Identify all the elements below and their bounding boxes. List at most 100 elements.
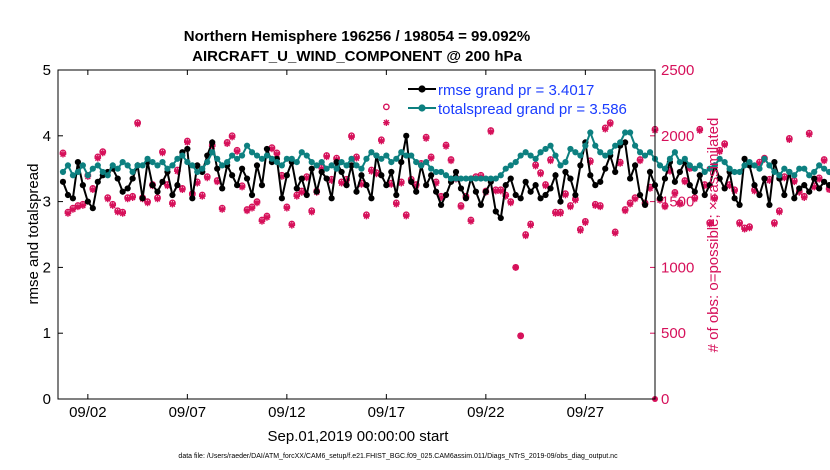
rmse-point <box>89 205 96 212</box>
assimilated-obs-point <box>99 149 107 157</box>
totalspread-point <box>84 172 91 179</box>
totalspread-point <box>283 155 290 162</box>
assimilated-obs-point <box>795 189 803 196</box>
assimilated-obs-point <box>94 154 102 162</box>
rmse-point <box>393 191 400 199</box>
totalspread-point <box>398 149 405 156</box>
assimilated-obs-point <box>442 143 450 150</box>
rmse-point <box>791 195 798 202</box>
assimilated-obs-point <box>273 150 281 158</box>
left-y-axis: 0 1 2 3 4 5 <box>43 62 63 408</box>
rmse-point <box>363 182 370 189</box>
rmse-point <box>532 182 539 189</box>
left-y-tick-label: 0 <box>43 391 51 408</box>
totalspread-point <box>408 152 415 159</box>
assimilated-obs-point <box>512 264 519 271</box>
totalspread-point <box>582 142 589 149</box>
rmse-point <box>542 191 549 199</box>
totalspread-point <box>726 165 733 172</box>
rmse-point <box>587 172 594 179</box>
assimilated-obs-point <box>368 168 375 175</box>
totalspread-point <box>229 152 236 159</box>
totalspread-point <box>676 159 683 166</box>
rmse-point <box>79 182 86 189</box>
totalspread-point <box>617 139 624 146</box>
rmse-point <box>433 188 440 195</box>
assimilated-obs-point <box>248 204 256 212</box>
assimilated-obs-point <box>278 173 286 180</box>
assimilated-obs-point <box>537 170 544 178</box>
series-totalspread <box>59 129 830 182</box>
assimilated-obs-point <box>457 203 465 211</box>
rmse-point <box>627 175 634 182</box>
assimilated-obs-point <box>288 221 296 229</box>
totalspread-point <box>134 162 141 169</box>
assimilated-obs-point <box>318 165 325 172</box>
assimilated-obs-point <box>681 178 689 186</box>
totalspread-point <box>209 149 216 156</box>
totalspread-point <box>139 162 146 169</box>
totalspread-point <box>219 162 226 169</box>
left-y-tick-label: 1 <box>43 325 51 342</box>
totalspread-point <box>119 159 126 166</box>
assimilated-obs-point <box>577 227 584 234</box>
rmse-point <box>656 195 664 202</box>
chart-title-line2: AIRCRAFT_U_WIND_COMPONENT @ 200 hPa <box>192 48 522 65</box>
assimilated-obs-point <box>736 220 743 228</box>
right-y-tick-label: 0 <box>661 391 669 408</box>
assimilated-obs-point <box>393 200 400 208</box>
totalspread-point <box>418 162 425 169</box>
totalspread-point <box>597 149 604 156</box>
rmse-point <box>333 159 340 166</box>
totalspread-point <box>666 155 674 162</box>
rmse-point <box>209 139 216 146</box>
rmse-point <box>741 155 748 162</box>
assimilated-obs-point <box>786 136 793 144</box>
assimilated-obs-point <box>238 183 246 191</box>
assimilated-obs-point <box>567 203 574 211</box>
rmse-point <box>293 185 300 192</box>
rmse-point <box>149 182 156 189</box>
axes-frame <box>57 69 656 400</box>
totalspread-point <box>497 172 504 179</box>
totalspread-point <box>234 155 241 162</box>
assimilated-obs-point <box>348 133 355 141</box>
rmse-point <box>696 172 703 179</box>
totalspread-point <box>154 162 161 169</box>
assimilated-obs-point <box>825 186 830 194</box>
totalspread-point <box>114 165 121 172</box>
rmse-point <box>577 162 584 169</box>
totalspread-point <box>318 159 325 166</box>
rmse-point <box>552 172 559 179</box>
totalspread-point <box>104 172 111 179</box>
totalspread-point <box>363 155 370 162</box>
rmse-point <box>308 165 315 172</box>
rmse-point <box>283 172 290 179</box>
totalspread-point <box>716 155 723 162</box>
assimilated-obs-point <box>731 187 738 195</box>
x-tick-label: 09/02 <box>69 404 107 421</box>
assimilated-obs-point <box>303 174 311 182</box>
rmse-point <box>766 201 773 208</box>
totalspread-point <box>721 159 728 166</box>
rmse-point <box>731 195 738 202</box>
assimilated-obs-point <box>492 187 500 195</box>
assimilated-obs-point <box>781 174 788 182</box>
assimilated-obs-point <box>776 208 783 216</box>
totalspread-point <box>204 159 211 166</box>
totalspread-point <box>482 175 489 182</box>
right-y-tick-label: 2500 <box>661 62 694 79</box>
assimilated-obs-point <box>716 148 723 155</box>
assimilated-obs-point <box>343 177 350 184</box>
rmse-point <box>691 188 698 195</box>
rmse-point <box>74 159 81 166</box>
totalspread-point <box>442 172 450 179</box>
rmse-point <box>358 172 365 179</box>
assimilated-obs-point <box>268 145 276 153</box>
assimilated-obs-point <box>532 162 539 170</box>
totalspread-point <box>507 162 514 169</box>
totalspread-point <box>671 149 679 156</box>
totalspread-point <box>821 165 828 172</box>
assimilated-obs-point <box>422 135 430 142</box>
rmse-point <box>398 159 405 166</box>
